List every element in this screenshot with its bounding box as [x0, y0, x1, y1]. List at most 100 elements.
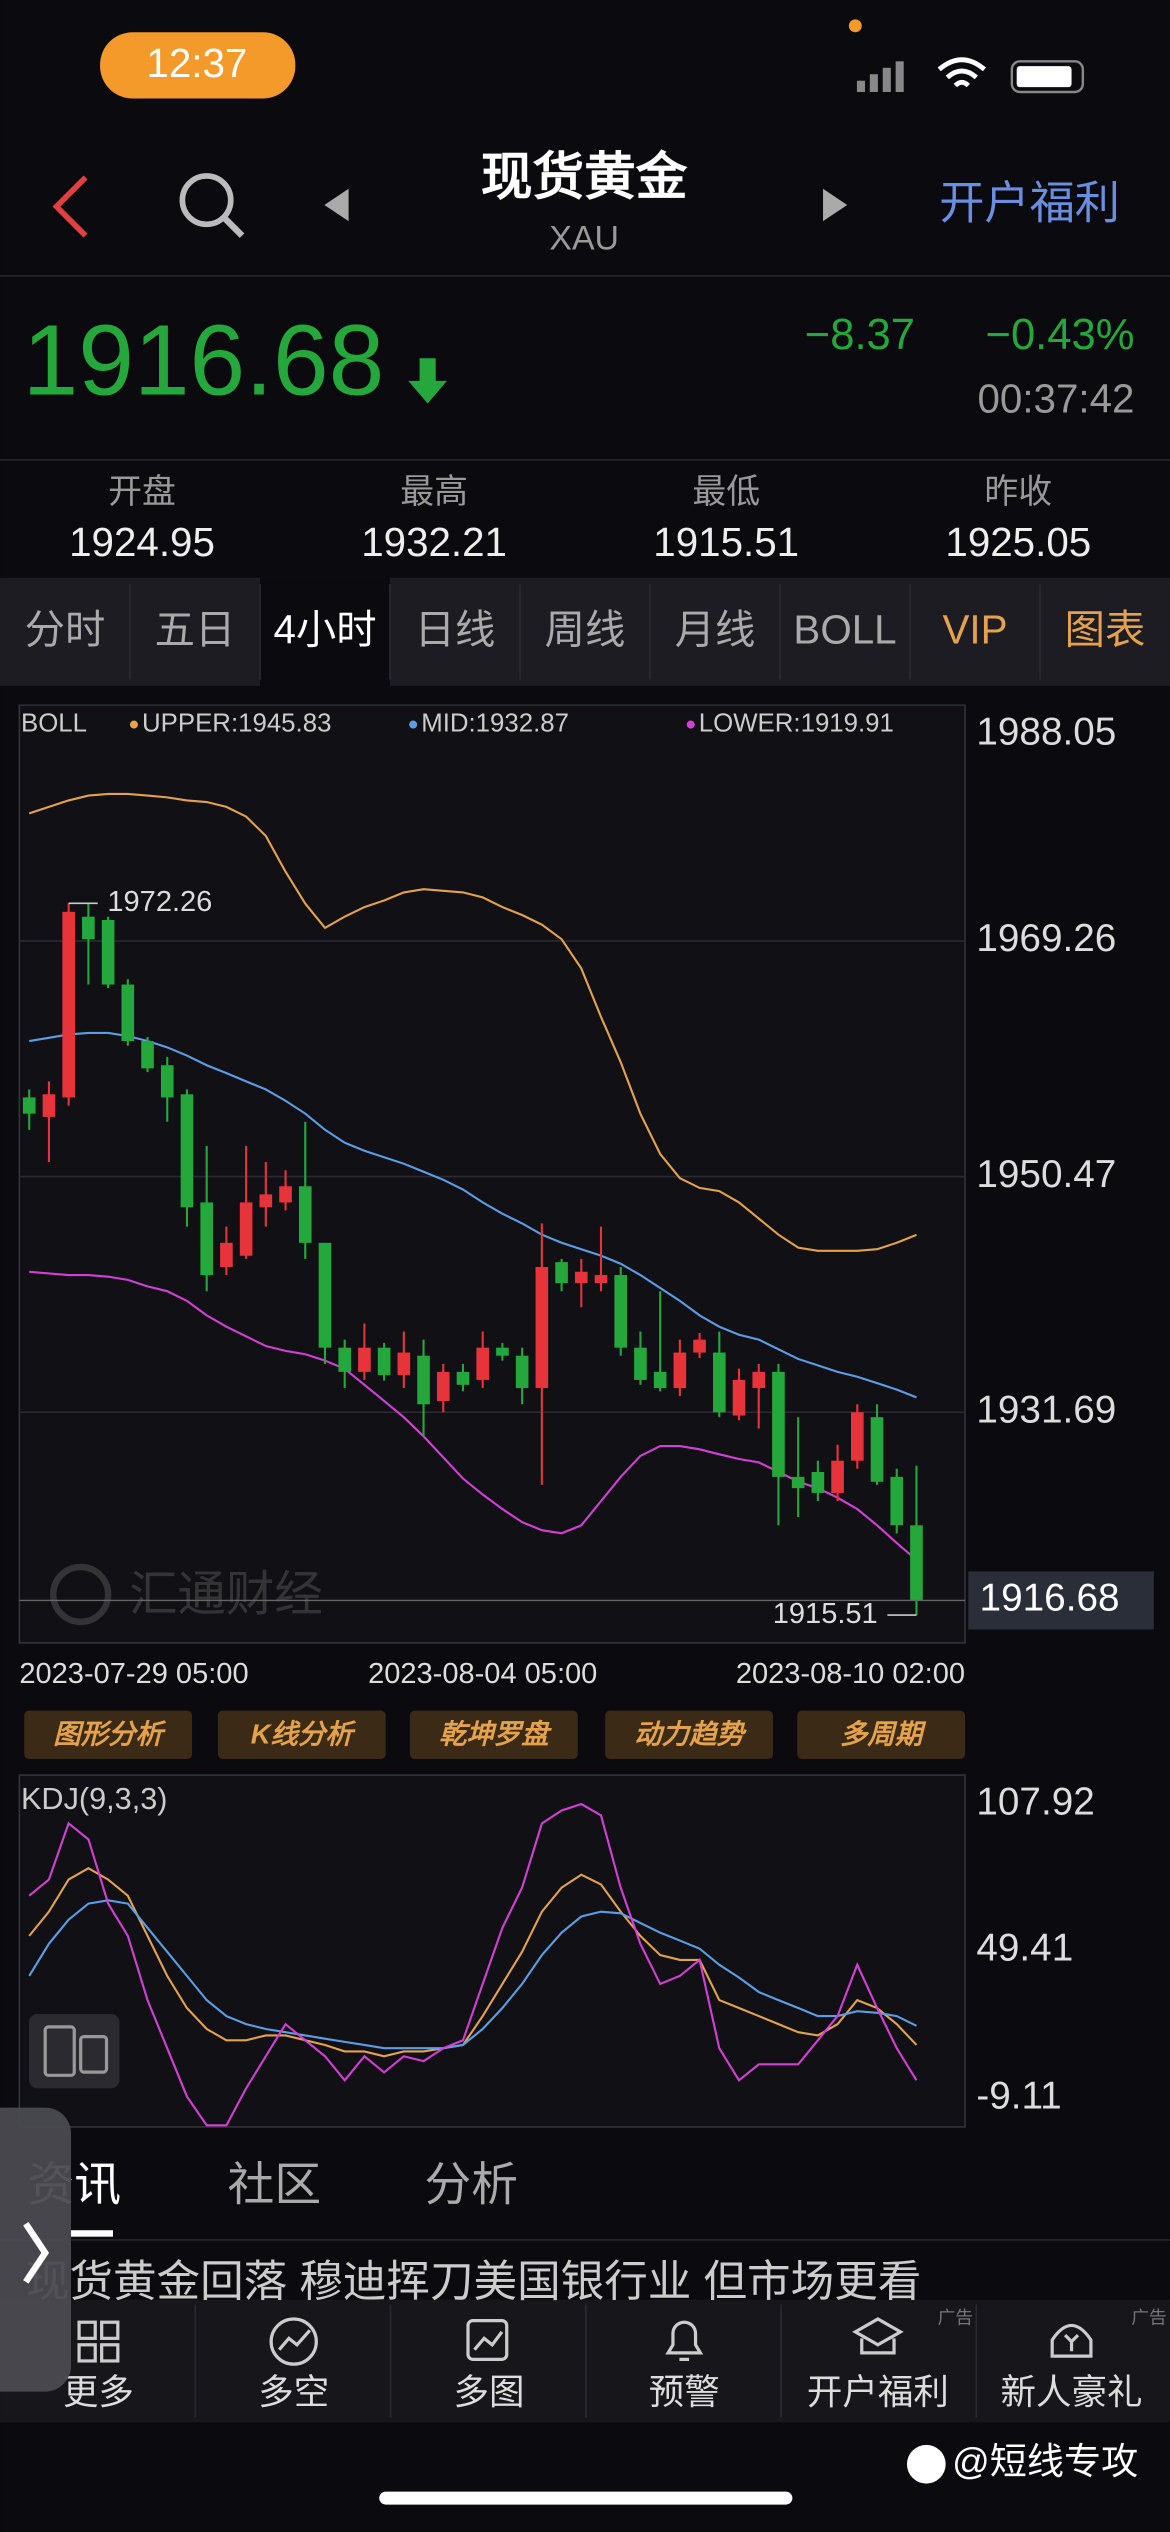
candle-body [436, 1371, 450, 1401]
stat-value: 1924.95 [69, 519, 215, 565]
tab[interactable]: 4小时 [273, 606, 376, 652]
nav-label[interactable]: 开户福利 [807, 2372, 949, 2412]
tool-button[interactable] [217, 1710, 386, 1760]
nav-label[interactable]: 新人豪礼 [1001, 2372, 1143, 2412]
tool-button[interactable] [24, 1710, 193, 1760]
y-tick-label: 1969.26 [976, 917, 1116, 960]
indicator-line [29, 1270, 918, 1561]
x-tick-label: 2023-07-29 05:00 [19, 1658, 248, 1690]
candle-body [101, 919, 115, 985]
candle-body [752, 1371, 766, 1389]
candle-body [791, 1476, 805, 1489]
tab[interactable]: BOLL [793, 606, 896, 652]
tab-selected [260, 577, 391, 686]
tool-button[interactable] [797, 1710, 966, 1760]
candle-body [121, 984, 135, 1041]
candle-body [397, 1352, 411, 1376]
candle-body [811, 1471, 825, 1493]
indicator-line [29, 1031, 917, 1399]
candle-body [574, 1271, 588, 1284]
nav-label[interactable]: 多图 [453, 2372, 524, 2412]
indicator-line [28, 1899, 917, 2050]
candle-body [200, 1202, 213, 1276]
candle-body [594, 1275, 608, 1284]
ad-tag: 广告 [938, 2308, 974, 2328]
footer-logo [906, 2444, 946, 2484]
candle-body [772, 1371, 785, 1477]
tab[interactable]: 周线 [545, 606, 626, 652]
candle-body [634, 1347, 647, 1380]
legend-label: UPPER:1945.83 [142, 709, 331, 737]
candle-body [732, 1379, 746, 1416]
news-tab[interactable]: 分析 [424, 2159, 518, 2211]
prev-button[interactable] [324, 188, 349, 222]
y-tick-label: 1988.05 [976, 710, 1116, 753]
candle-body [141, 1040, 154, 1069]
legend-dot [409, 720, 418, 729]
candle-body [180, 1094, 194, 1208]
legend-title: BOLL [21, 709, 87, 737]
indicator-dot [848, 19, 862, 33]
candle-body [890, 1476, 904, 1526]
candle-body [476, 1347, 490, 1380]
indicator-line [28, 792, 917, 1252]
tab[interactable]: 分时 [25, 606, 106, 652]
candle-body [259, 1194, 273, 1208]
signal-icon [856, 61, 904, 92]
nav-separators [194, 2304, 978, 2418]
tab-bar [0, 577, 1170, 686]
stat-label: 开盘 [108, 473, 176, 511]
tab[interactable]: 五日 [155, 606, 236, 652]
header-action[interactable]: 开户福利 [939, 177, 1120, 228]
tool-button-label[interactable]: 乾坤罗盘 [439, 1719, 552, 1750]
page-title: 现货黄金 [481, 147, 688, 205]
y-tick-label: -9.11 [976, 2074, 1061, 2117]
candle-body [417, 1355, 430, 1405]
tool-button-label[interactable]: 多周期 [840, 1719, 927, 1750]
tool-button-label[interactable]: K线分析 [251, 1719, 357, 1750]
tab[interactable]: 月线 [675, 606, 756, 652]
candle-body [220, 1242, 233, 1268]
nav-label[interactable]: 预警 [649, 2372, 720, 2412]
down-arrow [408, 358, 448, 404]
y-tick-label: 1931.69 [976, 1388, 1116, 1431]
back-button[interactable] [52, 175, 88, 238]
tab[interactable]: 图表 [1065, 606, 1146, 652]
candle-body [298, 1186, 312, 1243]
candle-body [82, 916, 95, 940]
next-button[interactable] [823, 188, 848, 222]
candle-body [377, 1347, 391, 1376]
watermark-text: 汇通财经 [129, 1567, 323, 1621]
tool-button[interactable] [409, 1710, 578, 1760]
stat-value: 1915.51 [653, 519, 799, 565]
chart-toggle[interactable] [29, 2013, 120, 2089]
news-tab[interactable]: 社区 [228, 2159, 322, 2211]
chart-title: KDJ(9,3,3) [21, 1782, 168, 1816]
nav-label[interactable]: 更多 [63, 2372, 134, 2412]
side-drawer[interactable] [0, 2107, 72, 2392]
high-annotation: 1972.26 [107, 886, 212, 918]
candle-body [850, 1412, 864, 1461]
candle-body [160, 1065, 174, 1098]
candle-body [673, 1352, 687, 1389]
candle-body [712, 1352, 726, 1413]
watermark: 汇通财经 [50, 1563, 323, 1626]
home-indicator [379, 2491, 793, 2505]
indicator-line [28, 1802, 918, 2127]
search-button[interactable] [179, 173, 245, 238]
legend-label: MID:1932.87 [421, 709, 569, 737]
legend-dot [686, 720, 695, 729]
legend-dot [129, 720, 138, 729]
tool-button-label[interactable]: 动力趋势 [634, 1719, 747, 1750]
tool-button[interactable] [605, 1710, 774, 1760]
nav-label[interactable]: 多空 [258, 2372, 329, 2412]
candle-body [515, 1355, 529, 1389]
tool-button-label[interactable]: 图形分析 [53, 1719, 166, 1750]
news-ticker[interactable]: 现货黄金回落 穆迪挥刀美国银行业 但市场更看 [26, 2259, 921, 2307]
drawer-chevron[interactable] [23, 2221, 50, 2284]
tab[interactable]: VIP [942, 606, 1007, 652]
candle-body [693, 1339, 706, 1353]
candle-body [239, 1202, 253, 1256]
tab[interactable]: 日线 [415, 606, 496, 652]
